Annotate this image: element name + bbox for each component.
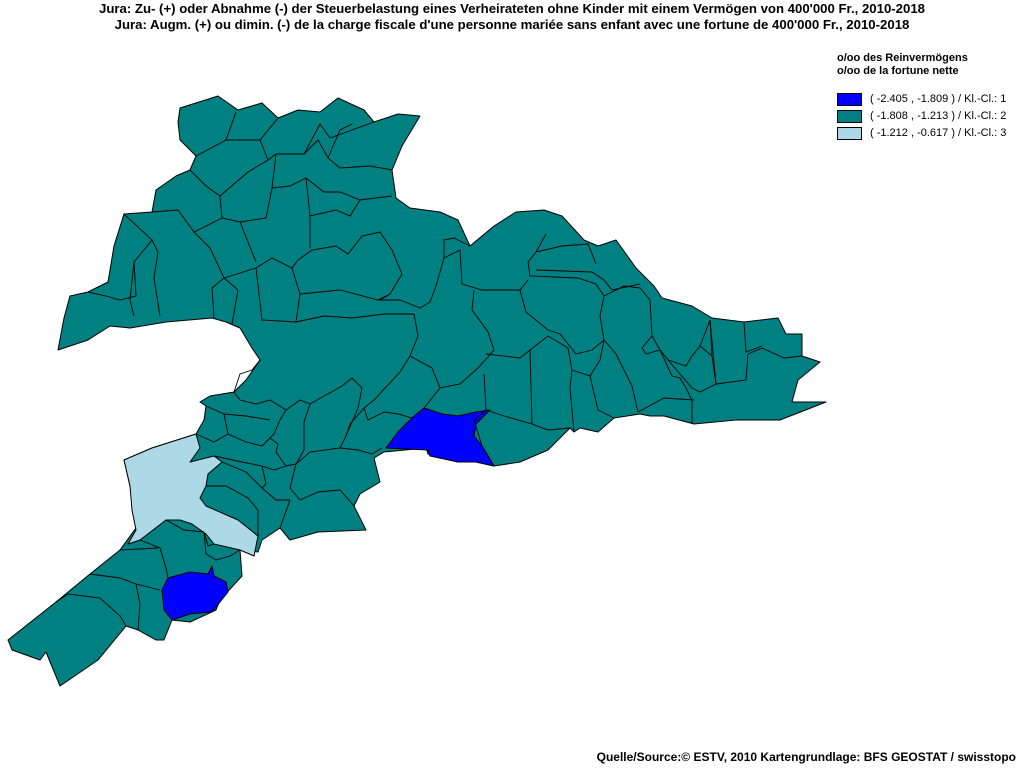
legend: o/oo des Reinvermögens o/oo de la fortun… [837,52,1006,140]
region-class-1-south[interactable] [161,565,229,621]
map-title: Jura: Zu- (+) oder Abnahme (-) der Steue… [0,1,1024,33]
legend-label-class-3: ( -1.212 , -0.617 ) / Kl.-Cl.: 3 [870,126,1007,139]
legend-swatch-class-3 [837,126,862,140]
legend-swatch-class-1 [837,92,862,106]
legend-label-class-1: ( -2.405 , -1.809 ) / Kl.-Cl.: 1 [870,92,1007,105]
legend-swatch-class-2 [837,109,862,123]
title-line-de: Jura: Zu- (+) oder Abnahme (-) der Steue… [98,1,926,16]
title-line-fr: Jura: Augm. (+) ou dimin. (-) de la char… [114,17,910,32]
region-class-3[interactable] [123,433,259,557]
legend-item-class-2: ( -1.808 , -1.213 ) / Kl.-Cl.: 2 [837,109,1006,123]
municipality-boundaries [55,111,803,631]
legend-label-class-2: ( -1.808 , -1.213 ) / Kl.-Cl.: 2 [870,109,1007,122]
source-credit: Quelle/Source:© ESTV, 2010 Kartengrundla… [596,750,1016,764]
legend-item-class-3: ( -1.212 , -0.617 ) / Kl.-Cl.: 3 [837,126,1006,140]
legend-unit-de: o/oo des Reinvermögens [837,52,968,64]
region-class-2-main[interactable] [7,95,827,687]
legend-item-class-1: ( -2.405 , -1.809 ) / Kl.-Cl.: 1 [837,92,1006,106]
legend-unit-fr: o/oo de la fortune nette [837,65,959,77]
